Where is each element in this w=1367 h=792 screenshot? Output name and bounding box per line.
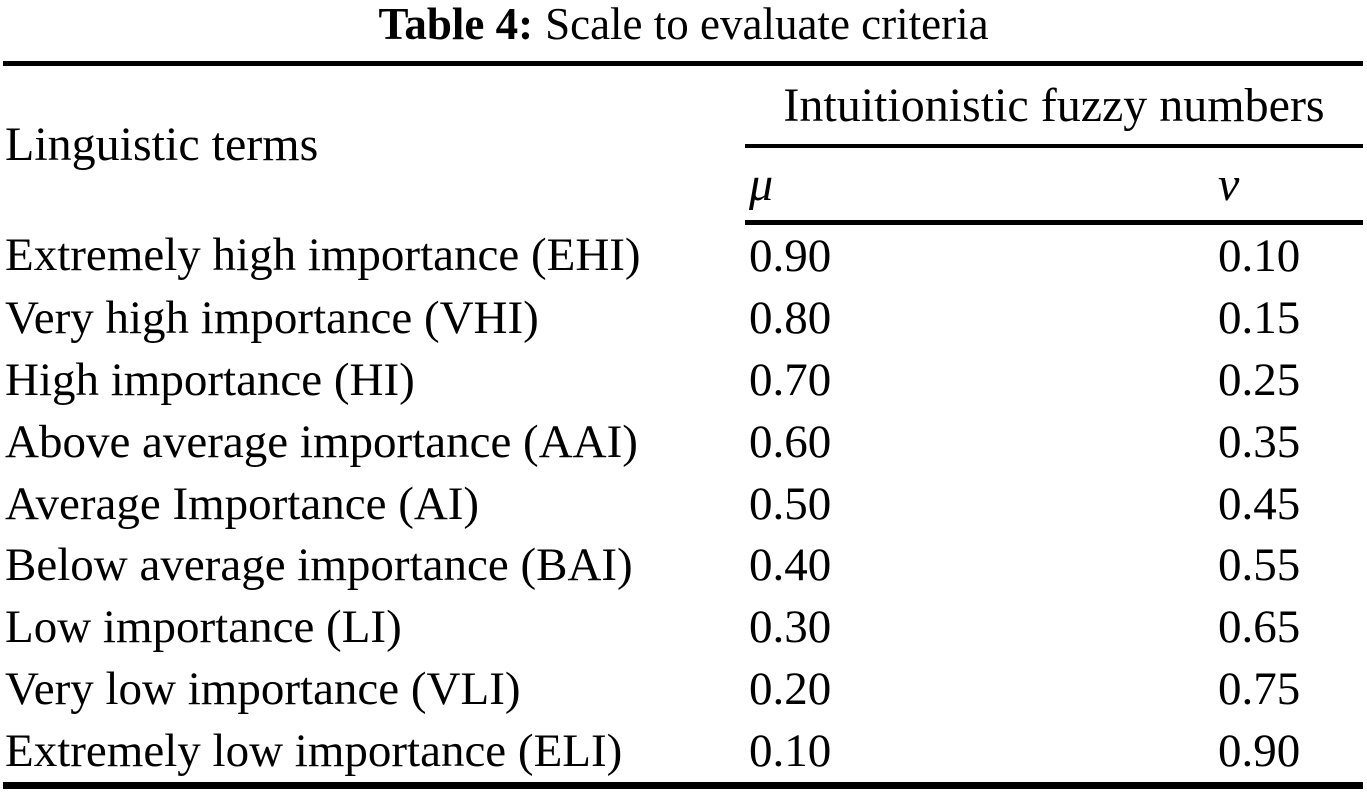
table-row: High importance (HI) 0.70 0.25 [3,349,1363,411]
nu-cell: 0.10 [1218,229,1301,282]
term-cell: Extremely high importance (EHI) [5,228,641,281]
column-header-mu: μ [745,146,1216,225]
term-cell: Extremely low importance (ELI) [5,725,623,778]
nu-cell: 0.65 [1218,601,1301,654]
table-row: Very low importance (VLI) 0.20 0.75 [3,658,1363,720]
nu-cell: 0.55 [1218,539,1301,592]
term-cell: Average Importance (AI) [5,477,480,530]
term-cell: Below average importance (BAI) [5,539,633,592]
column-header-nu: ν [1216,146,1363,225]
nu-cell: 0.75 [1218,663,1301,716]
mu-cell: 0.50 [749,477,832,530]
term-cell: High importance (HI) [5,353,415,406]
column-header-linguistic-terms: Linguistic terms [5,117,319,171]
table-row: Above average importance (AAI) 0.60 0.35 [3,411,1363,473]
table-caption-label: Table 4: [378,0,534,49]
term-cell: Above average importance (AAI) [5,415,638,468]
header-row-group: Linguistic terms Intuitionistic fuzzy nu… [3,63,1363,171]
table-row: Low importance (LI) 0.30 0.65 [3,596,1363,658]
nu-cell: 0.35 [1218,415,1301,468]
header-row-symbols: μ ν [3,146,1363,225]
nu-cell: 0.45 [1218,477,1301,530]
table-row: Average Importance (AI) 0.50 0.45 [3,473,1363,535]
mu-cell: 0.90 [749,229,832,282]
table-caption-title: Scale to evaluate criteria [545,0,989,49]
mu-cell: 0.20 [749,663,832,716]
mu-cell: 0.10 [749,725,832,778]
table-row: Extremely low importance (ELI) 0.10 0.90 [3,720,1363,785]
mu-cell: 0.40 [749,539,832,592]
column-header-intuitionistic-fuzzy-numbers: Intuitionistic fuzzy numbers [745,63,1363,148]
term-cell: Very high importance (VHI) [5,291,539,344]
nu-cell: 0.15 [1218,291,1301,344]
table-row: Very high importance (VHI) 0.80 0.15 [3,287,1363,349]
mu-cell: 0.70 [749,353,832,406]
term-cell: Low importance (LI) [5,601,402,654]
term-cell: Very low importance (VLI) [5,663,521,716]
table-header: Linguistic terms Intuitionistic fuzzy nu… [3,63,1363,225]
nu-cell: 0.90 [1218,725,1301,778]
mu-cell: 0.80 [749,291,832,344]
table-caption: Table 4: Scale to evaluate criteria [0,0,1367,52]
table-row: Extremely high importance (EHI) 0.90 0.1… [3,223,1363,287]
nu-cell: 0.25 [1218,353,1301,406]
mu-cell: 0.30 [749,601,832,654]
evaluation-scale-table: Linguistic terms Intuitionistic fuzzy nu… [3,61,1363,790]
table-row: Below average importance (BAI) 0.40 0.55 [3,534,1363,596]
mu-cell: 0.60 [749,415,832,468]
table-body: Extremely high importance (EHI) 0.90 0.1… [3,223,1363,786]
